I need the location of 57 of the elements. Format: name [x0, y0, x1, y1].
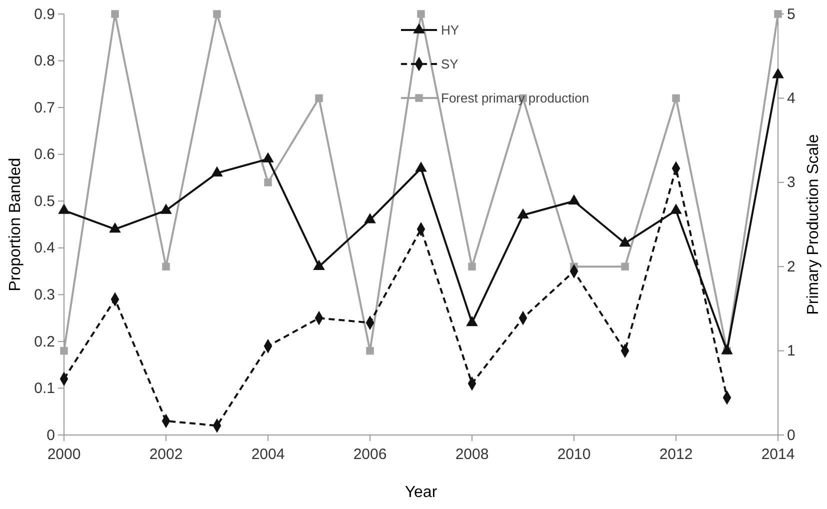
point: [60, 346, 68, 355]
point: [468, 262, 476, 270]
legend-label: HY: [441, 22, 460, 38]
point: [313, 260, 325, 270]
point: [262, 152, 274, 162]
point: [772, 68, 784, 78]
point: [517, 208, 529, 219]
y2-tick-label: 2: [787, 258, 796, 276]
x-tick-label: 2008: [455, 446, 489, 463]
point: [417, 10, 425, 18]
x-tick-label: 2014: [761, 446, 795, 463]
point: [672, 94, 680, 102]
y2-tick-label: 4: [787, 90, 796, 107]
y-tick-label: 0.9: [34, 6, 55, 23]
y-tick-label: 0: [46, 426, 55, 444]
x-tick-label: 2006: [353, 446, 387, 463]
point: [721, 344, 733, 354]
legend-label: SY: [441, 56, 459, 72]
y-tick-label: 0.3: [34, 286, 55, 304]
x-tick-label: 2000: [47, 446, 81, 463]
y-tick-label: 0.2: [34, 333, 55, 350]
point: [109, 222, 121, 233]
y2-tick-label: 3: [787, 174, 796, 192]
x-axis-title: Year: [404, 484, 438, 501]
point: [619, 236, 631, 247]
point: [264, 178, 272, 186]
point: [466, 316, 478, 326]
point: [58, 204, 70, 214]
x-tick-label: 2012: [659, 446, 693, 463]
point: [366, 346, 374, 355]
point: [364, 213, 376, 224]
point: [774, 10, 782, 18]
y2-tick-label: 5: [787, 6, 796, 23]
point: [621, 262, 629, 270]
point: [568, 194, 580, 205]
y2-tick-label: 1: [787, 342, 796, 360]
y-tick-label: 0.4: [34, 240, 55, 257]
point: [213, 10, 221, 18]
x-tick-label: 2002: [149, 446, 183, 463]
point: [162, 262, 170, 270]
x-tick-label: 2010: [557, 446, 591, 463]
y2-axis-title: Primary Production Scale: [805, 134, 822, 315]
point: [415, 162, 427, 172]
legend-label: Forest primary production: [441, 90, 590, 106]
y2-tick-label: 0: [787, 426, 796, 444]
point: [315, 94, 323, 102]
y-axis-title: Proportion Banded: [7, 158, 24, 292]
point: [111, 10, 119, 18]
y-tick-label: 0.7: [34, 99, 55, 116]
point: [211, 166, 223, 176]
x-tick-label: 2004: [251, 446, 285, 463]
point: [160, 204, 172, 214]
point: [670, 204, 682, 214]
y-tick-label: 0.6: [34, 146, 55, 164]
y-tick-label: 0.1: [34, 380, 55, 398]
y-tick-label: 0.8: [34, 52, 55, 70]
y-tick-label: 0.5: [34, 192, 55, 210]
